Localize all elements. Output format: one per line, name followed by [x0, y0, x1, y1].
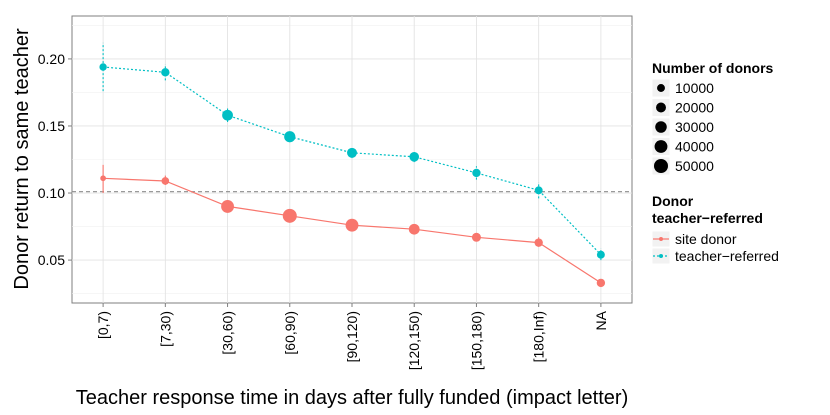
y-tick-label: 0.10	[38, 185, 65, 201]
x-tick-label: [90,120)	[344, 311, 360, 362]
data-point	[284, 131, 296, 143]
x-tick-label: [7,30)	[157, 311, 173, 347]
size-legend-dot	[654, 159, 668, 173]
y-tick-label: 0.20	[38, 51, 65, 67]
y-tick-label: 0.05	[38, 252, 65, 268]
x-tick-label: [120,150)	[406, 311, 422, 370]
data-point	[534, 186, 543, 195]
data-point	[408, 223, 420, 235]
y-tick-labels: 0.05 0.10 0.15 0.20	[38, 51, 72, 268]
size-legend-dot	[654, 140, 668, 153]
data-point	[221, 200, 234, 213]
size-legend-title: Number of donors	[652, 60, 774, 76]
color-legend-title: teacher−referred	[652, 210, 763, 226]
data-point	[99, 63, 107, 71]
x-tick-label: [180,Inf)	[531, 311, 547, 362]
color-legend-title: Donor	[652, 193, 694, 209]
y-tick-label: 0.15	[38, 118, 65, 134]
y-axis-label: Donor return to same teacher	[11, 28, 33, 290]
size-legend-label: 30000	[675, 119, 714, 135]
data-point	[161, 177, 170, 185]
series-site-donor	[100, 164, 606, 288]
data-point	[100, 175, 106, 182]
data-point	[596, 250, 605, 259]
data-point	[282, 208, 297, 223]
color-legend-dot	[659, 237, 663, 241]
x-axis-label: Teacher response time in days after full…	[76, 387, 628, 409]
data-point	[596, 278, 606, 288]
plot-panel	[71, 15, 633, 304]
data-point	[472, 168, 481, 178]
size-legend-label: 40000	[675, 139, 714, 155]
data-point	[222, 109, 233, 121]
size-legend-dot	[655, 121, 667, 133]
x-tick-label: [150,180)	[468, 311, 484, 370]
color-legend-dot	[659, 254, 663, 258]
data-point	[409, 152, 420, 162]
size-legend-dot	[657, 84, 665, 92]
legend: Number of donors 10000 20000 30000 40000 5000…	[651, 60, 779, 265]
x-tick-labels: [0,7) [7,30) [30,60) [60,90) [90,120) [120,15…	[95, 303, 609, 370]
data-point	[161, 68, 170, 77]
data-point	[345, 218, 359, 232]
data-point	[347, 147, 357, 158]
color-legend-label: teacher−referred	[675, 248, 779, 264]
x-tick-label: [0,7)	[95, 311, 111, 339]
x-tick-label: [30,60)	[220, 311, 236, 355]
data-point	[534, 238, 543, 247]
size-legend-label: 20000	[675, 100, 714, 116]
size-legend-dot	[656, 102, 666, 113]
size-legend-label: 50000	[675, 158, 714, 174]
x-tick-label: NA	[593, 310, 609, 330]
x-tick-label: [60,90)	[282, 311, 298, 355]
data-point	[471, 232, 481, 242]
series-teacher-referred	[99, 42, 605, 261]
size-legend-label: 10000	[675, 80, 714, 96]
color-legend-label: site donor	[675, 231, 737, 247]
